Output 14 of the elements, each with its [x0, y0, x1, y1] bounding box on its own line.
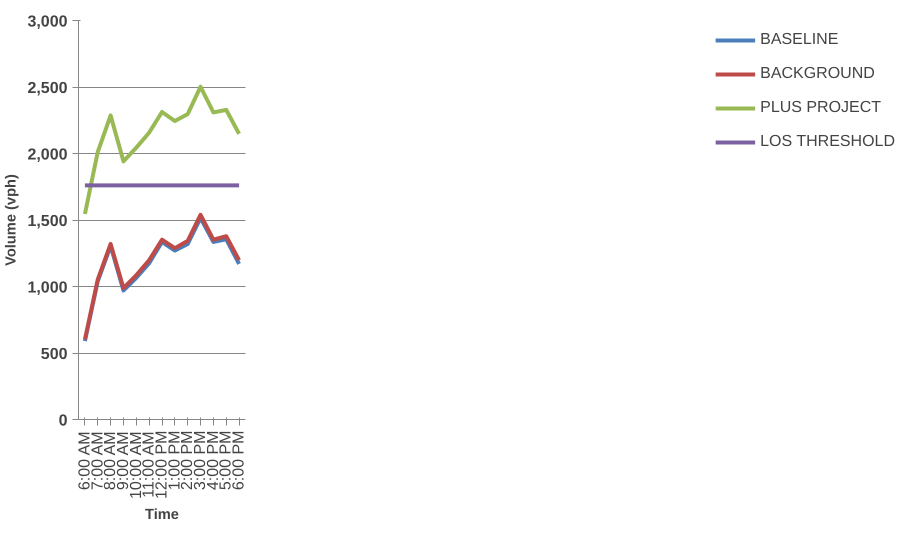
y-tick-label: 0 — [58, 412, 68, 430]
y-tick-label: 2,000 — [27, 146, 68, 164]
y-tick-label: 3,000 — [27, 14, 68, 30]
y-tick-label: 1,000 — [27, 280, 68, 296]
legend-label: LOS THRESHOLD — [760, 133, 895, 151]
line-series — [82, 84, 242, 216]
y-tick-label: 2,500 — [27, 80, 68, 97]
y-tick-label: 500 — [40, 346, 68, 363]
legend-label: BASELINE — [760, 31, 838, 49]
y-tick-label: 1,500 — [27, 213, 68, 230]
y-axis-title: Volume (vph) — [3, 174, 20, 266]
legend-label: BACKGROUND — [760, 65, 875, 83]
x-axis-title: Time — [145, 506, 179, 523]
legend-label: PLUS PROJECT — [760, 99, 882, 117]
